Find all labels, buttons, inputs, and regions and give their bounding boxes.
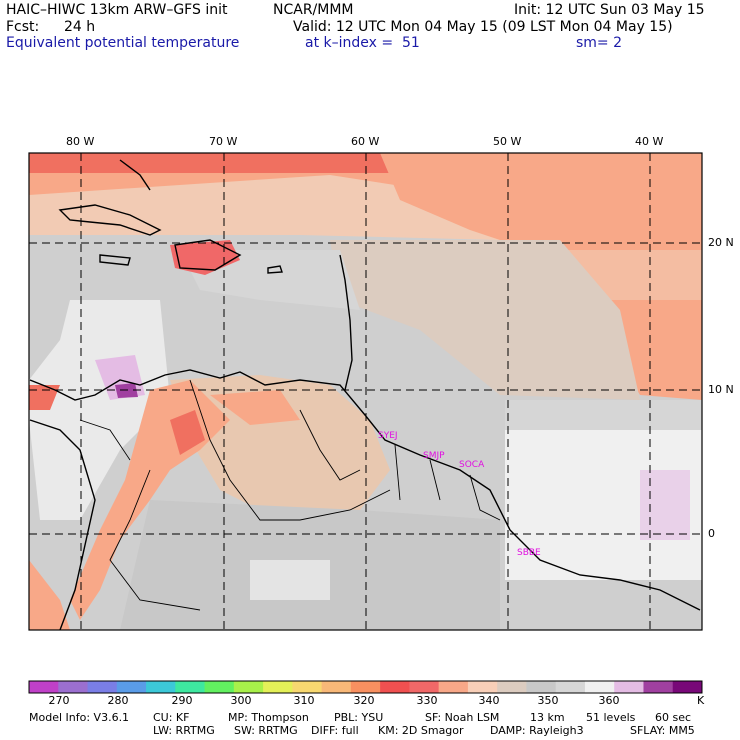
forecast-label: Fcst: (6, 19, 40, 35)
colorbar-swatch (409, 681, 440, 693)
station-soca: SOCA (459, 460, 485, 470)
footer-diff: DIFF: full (311, 724, 359, 737)
colorbar-swatch (555, 681, 586, 693)
colorbar-unit: K (697, 694, 705, 707)
country-borders (79, 379, 501, 611)
colorbar-tick-320: 320 (353, 694, 375, 707)
forecast-hour: 24 h (64, 19, 96, 35)
organization: NCAR/MMM (273, 2, 354, 18)
footer-km: KM: 2D Smagor (378, 724, 464, 737)
footer-pbl: PBL: YSU (334, 711, 384, 724)
colorbar-swatch (350, 681, 381, 693)
colorbar-tick-300: 300 (230, 694, 252, 707)
map-frame (28, 152, 703, 631)
colorbar-swatch (146, 681, 176, 693)
lat-label-20n: 20 N (708, 236, 734, 249)
footer-mp: MP: Thompson (228, 711, 309, 724)
colorbar-tick-310: 310 (293, 694, 315, 707)
colorbar-swatch (29, 681, 59, 693)
footer-sf: SF: Noah LSM (425, 711, 500, 724)
colorbar-swatch (526, 681, 557, 693)
lat-lon-grid (29, 153, 702, 630)
valid-time: Valid: 12 UTC Mon 04 May 15 (09 LST Mon … (293, 19, 673, 35)
init-time: Init: 12 UTC Sun 03 May 15 (514, 2, 705, 18)
colorbar-tick-330: 330 (416, 694, 438, 707)
lon-label-40w: 40 W (635, 135, 664, 148)
field-name: Equivalent potential temperature (6, 35, 240, 51)
colorbar-swatch (233, 681, 264, 693)
coastlines (29, 159, 701, 630)
footer-timestep: 60 sec (655, 711, 692, 724)
footer-cu: CU: KF (153, 711, 190, 724)
colorbar-frame (28, 680, 703, 694)
footer-damp: DAMP: Rayleigh3 (490, 724, 584, 737)
lon-label-80w: 80 W (66, 135, 95, 148)
colorbar-swatch (643, 681, 674, 693)
footer-sw: SW: RRTMG (234, 724, 298, 737)
level-info: at k–index = 51 (305, 35, 420, 51)
colorbar-tick-270: 270 (48, 694, 70, 707)
colorbar-swatch (87, 681, 118, 693)
colorbar-swatch (116, 681, 147, 693)
model-title: HAIC–HIWC 13km ARW–GFS init (6, 2, 228, 18)
colorbar-swatch (321, 681, 352, 693)
smoothing-info: sm= 2 (576, 35, 623, 51)
colorbar-tick-290: 290 (171, 694, 193, 707)
colorbar-swatch (175, 681, 206, 693)
station-syej: SYEJ (378, 431, 398, 441)
lat-label-0: 0 (708, 527, 715, 540)
colorbar (29, 681, 703, 693)
footer-sflay: SFLAY: MM5 (630, 724, 695, 737)
lon-label-70w: 70 W (209, 135, 238, 148)
colorbar-swatch (438, 681, 469, 693)
colorbar-swatch (58, 681, 89, 693)
colorbar-tick-280: 280 (107, 694, 129, 707)
colorbar-swatch (204, 681, 235, 693)
footer-model-info: Model Info: V3.6.1 (29, 711, 130, 724)
colorbar-swatch (380, 681, 410, 693)
station-sbbe: SBBE (517, 548, 541, 558)
station-smjp: SMJP (423, 451, 445, 461)
colorbar-swatch (584, 681, 615, 693)
footer-levels: 51 levels (586, 711, 636, 724)
lat-label-10n: 10 N (708, 383, 734, 396)
colorbar-tick-350: 350 (537, 694, 559, 707)
colorbar-swatch (497, 681, 527, 693)
colorbar-tick-340: 340 (478, 694, 500, 707)
colorbar-swatch (467, 681, 498, 693)
lon-label-50w: 50 W (493, 135, 522, 148)
footer-lw: LW: RRTMG (153, 724, 215, 737)
colorbar-swatch (263, 681, 293, 693)
colorbar-swatch (292, 681, 323, 693)
colorbar-tick-360: 360 (598, 694, 620, 707)
colorbar-swatch (672, 681, 703, 693)
colorbar-swatch (614, 681, 644, 693)
lon-label-60w: 60 W (351, 135, 380, 148)
footer-resolution: 13 km (530, 711, 565, 724)
